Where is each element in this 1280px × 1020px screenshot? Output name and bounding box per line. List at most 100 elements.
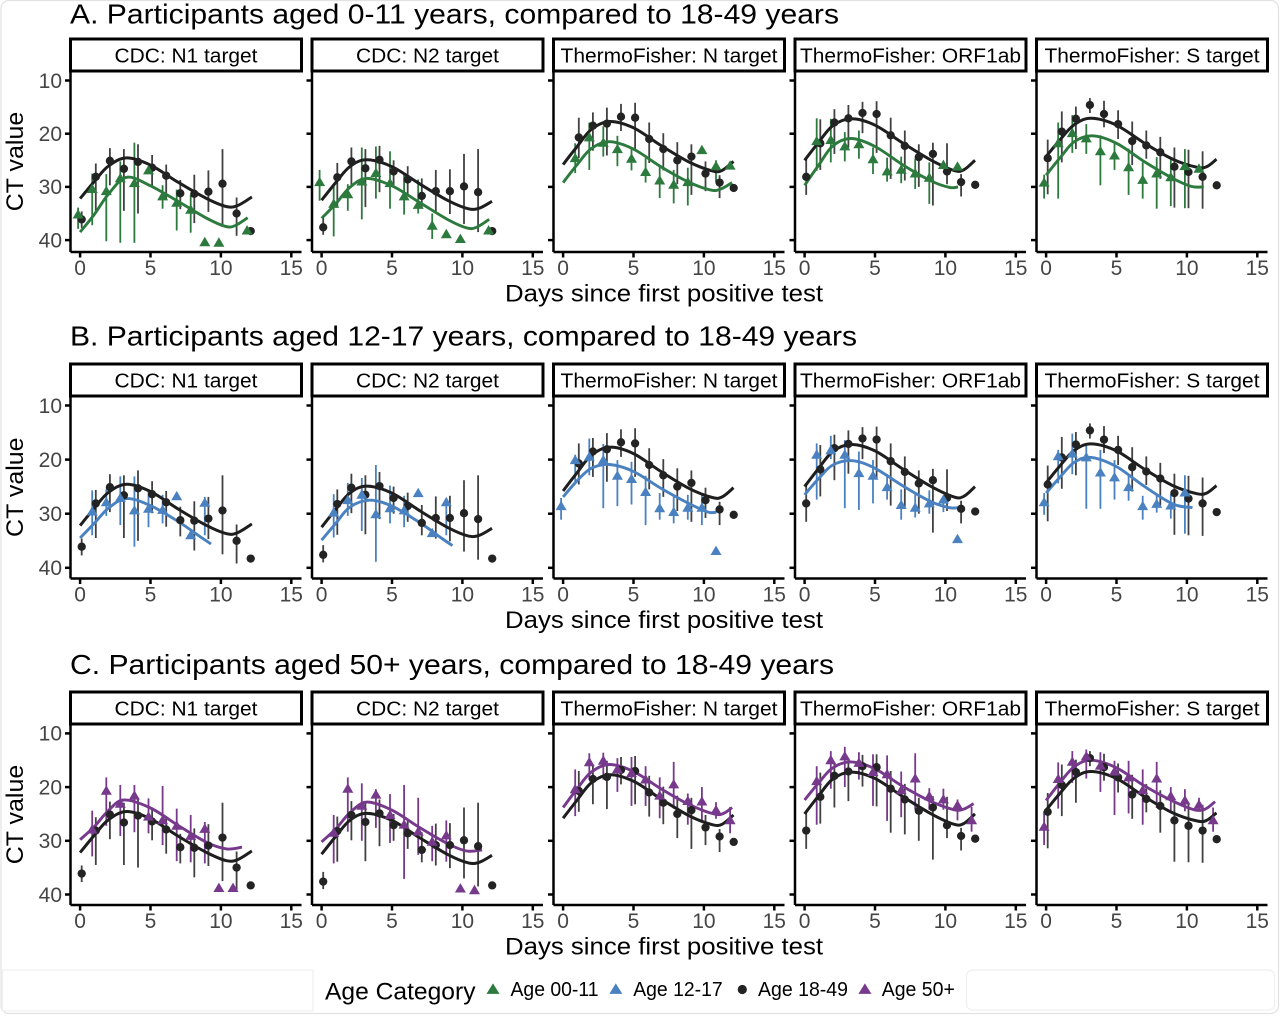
svg-text:15: 15 [521,257,544,280]
svg-text:15: 15 [1246,257,1269,280]
svg-text:Days since first positive test: Days since first positive test [505,281,823,308]
svg-text:ThermoFisher: N target: ThermoFisher: N target [561,370,778,392]
svg-text:0: 0 [1040,257,1052,280]
svg-text:CDC: N2 target: CDC: N2 target [356,698,499,720]
svg-text:0: 0 [74,584,86,607]
svg-text:5: 5 [869,584,881,607]
svg-text:15: 15 [521,910,544,933]
svg-text:0: 0 [1040,910,1052,933]
svg-text:Age Category: Age Category [325,978,476,1005]
svg-text:15: 15 [521,584,544,607]
svg-text:10: 10 [1175,584,1198,607]
svg-text:40: 40 [39,884,62,907]
svg-text:Age 12-17: Age 12-17 [633,978,723,1001]
svg-text:0: 0 [557,257,569,280]
svg-text:ThermoFisher: ORF1ab: ThermoFisher: ORF1ab [800,45,1021,67]
svg-text:0: 0 [799,257,811,280]
svg-text:10: 10 [934,910,957,933]
svg-text:10: 10 [39,395,62,418]
svg-text:0: 0 [74,910,86,933]
svg-text:A. Participants aged 0-11 year: A. Participants aged 0-11 years, compare… [70,0,839,30]
svg-text:ThermoFisher: N target: ThermoFisher: N target [561,698,778,720]
svg-text:ThermoFisher: ORF1ab: ThermoFisher: ORF1ab [800,370,1021,392]
svg-text:0: 0 [799,584,811,607]
svg-text:5: 5 [145,910,157,933]
svg-text:0: 0 [1040,584,1052,607]
svg-text:B. Participants aged 12-17 yea: B. Participants aged 12-17 years, compar… [70,321,857,352]
svg-text:15: 15 [763,257,786,280]
svg-text:15: 15 [280,257,303,280]
svg-text:0: 0 [557,910,569,933]
svg-text:20: 20 [39,449,62,472]
svg-text:ThermoFisher: ORF1ab: ThermoFisher: ORF1ab [800,698,1021,720]
svg-text:15: 15 [1246,584,1269,607]
svg-text:0: 0 [74,257,86,280]
svg-text:Age 18-49: Age 18-49 [758,978,848,1001]
svg-text:CDC: N1 target: CDC: N1 target [115,45,258,67]
svg-text:CDC: N1 target: CDC: N1 target [115,370,258,392]
svg-text:10: 10 [692,257,715,280]
svg-text:15: 15 [1246,910,1269,933]
svg-text:15: 15 [763,910,786,933]
svg-text:10: 10 [451,257,474,280]
svg-text:10: 10 [39,70,62,93]
svg-text:5: 5 [386,910,398,933]
svg-text:10: 10 [934,584,957,607]
svg-text:0: 0 [557,584,569,607]
svg-text:5: 5 [145,257,157,280]
svg-text:10: 10 [692,584,715,607]
svg-text:15: 15 [280,584,303,607]
svg-text:5: 5 [145,584,157,607]
svg-text:CT value: CT value [2,112,29,212]
svg-text:5: 5 [628,910,640,933]
svg-text:10: 10 [1175,257,1198,280]
svg-text:0: 0 [316,910,328,933]
svg-text:10: 10 [209,584,232,607]
svg-text:0: 0 [316,584,328,607]
svg-text:ThermoFisher: N target: ThermoFisher: N target [561,45,778,67]
svg-text:CDC: N2 target: CDC: N2 target [356,370,499,392]
svg-text:10: 10 [692,910,715,933]
svg-text:Age 50+: Age 50+ [882,978,955,1001]
svg-text:CT value: CT value [2,765,29,865]
svg-text:Days since first positive test: Days since first positive test [505,607,823,634]
svg-text:5: 5 [869,257,881,280]
svg-text:10: 10 [209,910,232,933]
svg-text:10: 10 [209,257,232,280]
svg-text:20: 20 [39,123,62,146]
svg-text:5: 5 [1111,257,1123,280]
svg-text:ThermoFisher: S target: ThermoFisher: S target [1045,370,1260,392]
svg-text:10: 10 [39,723,62,746]
svg-text:15: 15 [763,584,786,607]
svg-text:ThermoFisher: S target: ThermoFisher: S target [1045,45,1260,67]
svg-text:5: 5 [1111,910,1123,933]
svg-text:30: 30 [39,176,62,199]
svg-text:15: 15 [1004,910,1027,933]
svg-text:15: 15 [1004,584,1027,607]
svg-text:CT value: CT value [2,437,29,537]
svg-text:0: 0 [799,910,811,933]
svg-text:5: 5 [1111,584,1123,607]
svg-text:15: 15 [1004,257,1027,280]
svg-text:0: 0 [316,257,328,280]
svg-text:5: 5 [628,584,640,607]
svg-text:C. Participants aged 50+ years: C. Participants aged 50+ years, compared… [70,649,834,680]
svg-text:30: 30 [39,503,62,526]
svg-text:40: 40 [39,229,62,252]
svg-text:20: 20 [39,776,62,799]
svg-text:CDC: N2 target: CDC: N2 target [356,45,499,67]
svg-text:15: 15 [280,910,303,933]
svg-text:Days since first positive test: Days since first positive test [505,934,823,961]
svg-text:10: 10 [451,584,474,607]
svg-text:CDC: N1 target: CDC: N1 target [115,698,258,720]
svg-text:40: 40 [39,557,62,580]
svg-text:30: 30 [39,830,62,853]
svg-text:5: 5 [386,584,398,607]
svg-text:10: 10 [451,910,474,933]
svg-text:5: 5 [628,257,640,280]
svg-text:10: 10 [1175,910,1198,933]
svg-text:10: 10 [934,257,957,280]
svg-text:5: 5 [869,910,881,933]
svg-text:Age 00-11: Age 00-11 [511,978,599,1001]
svg-text:5: 5 [386,257,398,280]
